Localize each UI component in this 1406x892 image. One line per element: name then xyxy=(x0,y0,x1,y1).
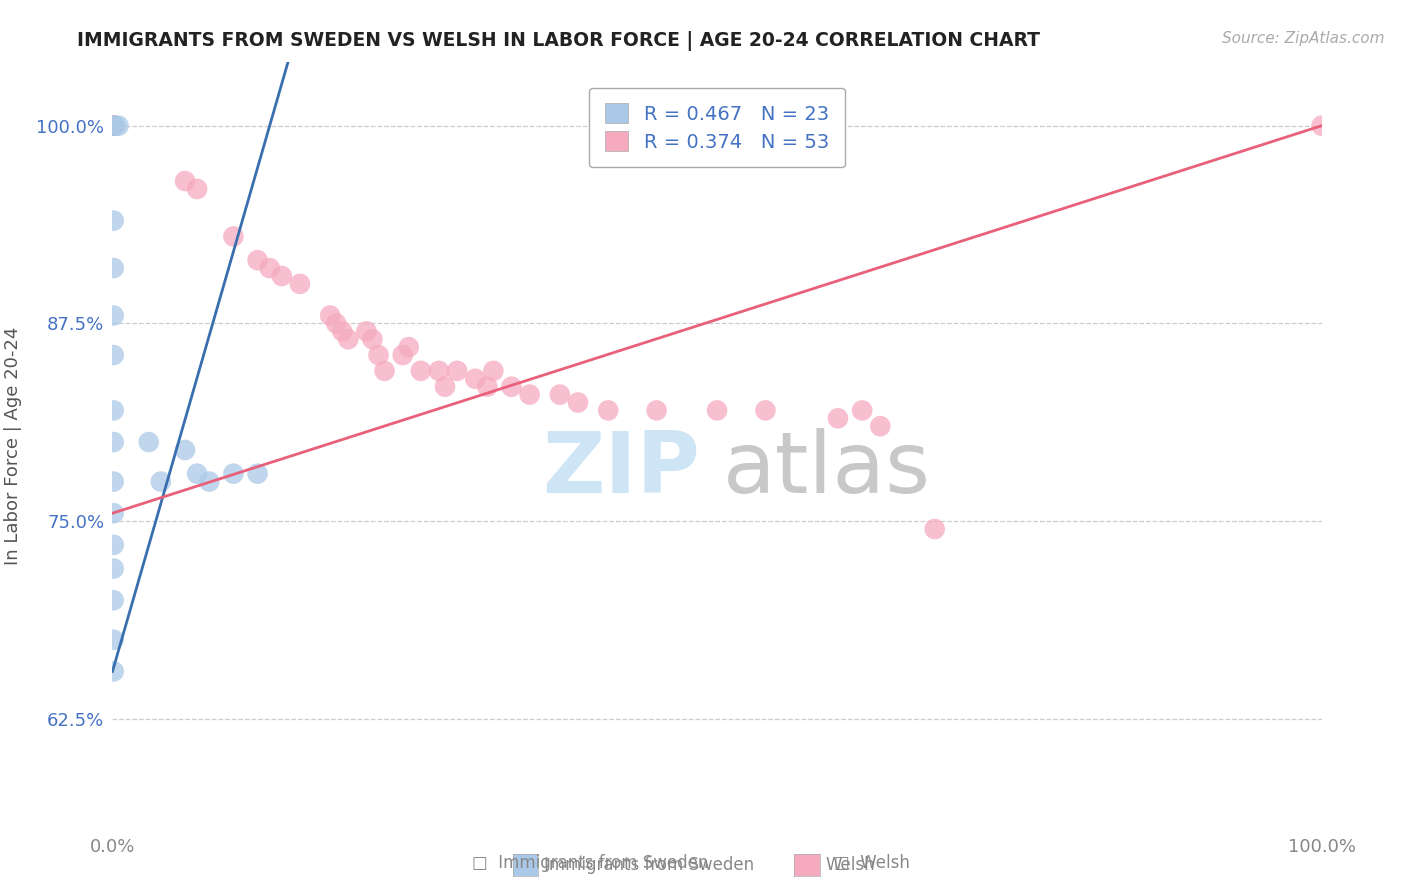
Point xyxy=(567,395,589,409)
Point xyxy=(645,403,668,417)
Point xyxy=(103,119,125,133)
Point xyxy=(107,119,129,133)
Point xyxy=(477,380,499,394)
Point xyxy=(706,403,728,417)
Point xyxy=(409,364,432,378)
Point xyxy=(103,119,125,133)
Text: □  Immigrants from Sweden: □ Immigrants from Sweden xyxy=(472,855,709,872)
Point xyxy=(103,475,125,489)
Text: atlas: atlas xyxy=(723,427,931,510)
Text: Immigrants from Sweden: Immigrants from Sweden xyxy=(544,856,754,874)
Point xyxy=(464,372,486,386)
Point xyxy=(103,213,125,227)
Point xyxy=(367,348,389,362)
Point xyxy=(869,419,891,434)
Point xyxy=(103,506,125,520)
Point xyxy=(103,309,125,323)
Point xyxy=(827,411,849,425)
Point xyxy=(103,119,125,133)
Text: Source: ZipAtlas.com: Source: ZipAtlas.com xyxy=(1222,31,1385,46)
Point xyxy=(259,261,281,276)
Point xyxy=(548,387,571,401)
Point xyxy=(288,277,311,291)
Point xyxy=(103,119,125,133)
Point xyxy=(103,261,125,276)
Point xyxy=(330,324,353,338)
Point xyxy=(174,442,197,457)
Point xyxy=(356,324,378,338)
Legend: R = 0.467   N = 23, R = 0.374   N = 53: R = 0.467 N = 23, R = 0.374 N = 53 xyxy=(589,87,845,168)
Point xyxy=(103,665,125,679)
Point xyxy=(361,332,384,346)
Point xyxy=(103,403,125,417)
Text: □  Welsh: □ Welsh xyxy=(834,855,910,872)
Point xyxy=(186,467,208,481)
Point xyxy=(246,467,269,481)
Point xyxy=(246,253,269,268)
Point xyxy=(319,309,342,323)
Point xyxy=(337,332,360,346)
Point xyxy=(398,340,420,354)
Point xyxy=(427,364,450,378)
Point xyxy=(103,119,125,133)
Point xyxy=(325,317,347,331)
Point xyxy=(501,380,523,394)
Point xyxy=(446,364,468,378)
Point xyxy=(174,174,197,188)
Point xyxy=(104,119,127,133)
Point xyxy=(482,364,505,378)
Text: IMMIGRANTS FROM SWEDEN VS WELSH IN LABOR FORCE | AGE 20-24 CORRELATION CHART: IMMIGRANTS FROM SWEDEN VS WELSH IN LABOR… xyxy=(77,31,1040,51)
Text: Welsh: Welsh xyxy=(825,856,875,874)
Point xyxy=(103,538,125,552)
Point xyxy=(103,348,125,362)
Point xyxy=(103,632,125,647)
Point xyxy=(149,475,172,489)
Point xyxy=(391,348,413,362)
Point xyxy=(434,380,457,394)
Point xyxy=(1310,119,1333,133)
Y-axis label: In Labor Force | Age 20-24: In Labor Force | Age 20-24 xyxy=(4,326,22,566)
Point xyxy=(103,119,125,133)
Point xyxy=(104,119,127,133)
Point xyxy=(598,403,620,417)
Point xyxy=(198,475,221,489)
Point xyxy=(374,364,396,378)
Point xyxy=(138,435,160,450)
Point xyxy=(186,182,208,196)
Point xyxy=(270,268,292,283)
Point xyxy=(851,403,873,417)
Point xyxy=(103,593,125,607)
Point xyxy=(103,435,125,450)
Point xyxy=(103,561,125,575)
Point xyxy=(519,387,541,401)
Point xyxy=(103,119,125,133)
Point xyxy=(924,522,946,536)
Point xyxy=(222,229,245,244)
Point xyxy=(222,467,245,481)
Text: ZIP: ZIP xyxy=(541,427,699,510)
Point xyxy=(754,403,776,417)
